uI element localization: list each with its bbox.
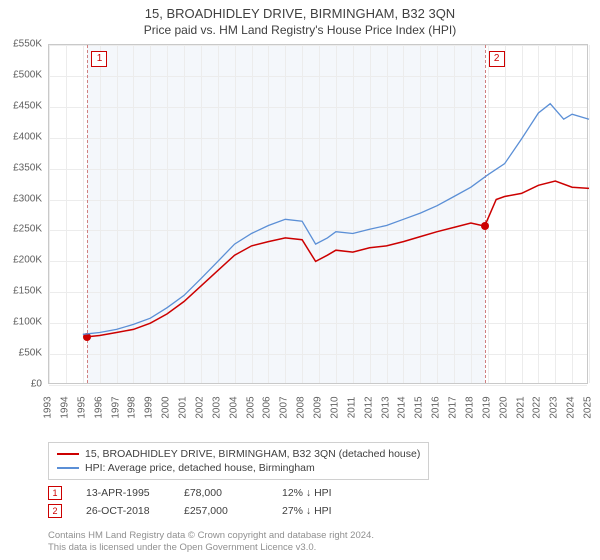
y-axis-label: £250K — [13, 224, 42, 235]
legend-item: 15, BROADHIDLEY DRIVE, BIRMINGHAM, B32 3… — [57, 447, 420, 461]
x-axis-label: 2015 — [414, 396, 425, 418]
legend-label: 15, BROADHIDLEY DRIVE, BIRMINGHAM, B32 3… — [85, 447, 420, 461]
chart-lines — [49, 45, 589, 385]
footer-line: This data is licensed under the Open Gov… — [48, 542, 374, 554]
y-axis-label: £200K — [13, 255, 42, 266]
x-axis-label: 1994 — [59, 396, 70, 418]
chart-title: 15, BROADHIDLEY DRIVE, BIRMINGHAM, B32 3… — [0, 0, 600, 21]
x-axis-label: 1993 — [43, 396, 54, 418]
x-axis-label: 2010 — [329, 396, 340, 418]
y-axis-label: £400K — [13, 131, 42, 142]
x-axis-label: 1995 — [76, 396, 87, 418]
x-axis-label: 2008 — [296, 396, 307, 418]
legend-box: 15, BROADHIDLEY DRIVE, BIRMINGHAM, B32 3… — [48, 442, 429, 480]
x-axis-label: 1999 — [144, 396, 155, 418]
x-axis-label: 2019 — [481, 396, 492, 418]
x-axis-label: 2020 — [498, 396, 509, 418]
x-axis-label: 2004 — [228, 396, 239, 418]
x-axis-label: 2003 — [211, 396, 222, 418]
legend-swatch-icon — [57, 467, 79, 469]
legend-item: HPI: Average price, detached house, Birm… — [57, 461, 420, 475]
y-axis-label: £300K — [13, 193, 42, 204]
footer-attribution: Contains HM Land Registry data © Crown c… — [48, 530, 374, 554]
x-axis-label: 1997 — [110, 396, 121, 418]
gridline-horizontal — [49, 385, 587, 386]
transaction-row: 2 26-OCT-2018 £257,000 27% ↓ HPI — [48, 502, 362, 520]
chart-container: 15, BROADHIDLEY DRIVE, BIRMINGHAM, B32 3… — [0, 0, 600, 560]
y-axis-label: £150K — [13, 286, 42, 297]
y-axis-label: £50K — [19, 348, 42, 359]
x-axis-label: 2001 — [178, 396, 189, 418]
x-axis-label: 2005 — [245, 396, 256, 418]
x-axis-label: 2002 — [194, 396, 205, 418]
y-axis-label: £550K — [13, 39, 42, 50]
y-axis-label: £500K — [13, 69, 42, 80]
x-axis-label: 2000 — [161, 396, 172, 418]
transaction-date: 26-OCT-2018 — [86, 505, 166, 517]
plot-region: 12 — [48, 44, 588, 384]
transaction-marker-icon: 2 — [48, 504, 62, 518]
x-axis-label: 1996 — [93, 396, 104, 418]
x-axis-label: 2017 — [448, 396, 459, 418]
x-axis-label: 2011 — [346, 397, 357, 419]
y-axis-label: £0 — [31, 379, 42, 390]
x-axis-label: 2024 — [566, 396, 577, 418]
y-axis-label: £350K — [13, 162, 42, 173]
transaction-delta: 12% ↓ HPI — [282, 487, 362, 499]
x-axis-label: 2018 — [464, 396, 475, 418]
transaction-row: 1 13-APR-1995 £78,000 12% ↓ HPI — [48, 484, 362, 502]
x-axis-label: 2023 — [549, 396, 560, 418]
transaction-date: 13-APR-1995 — [86, 487, 166, 499]
series-line-hpi — [83, 104, 589, 335]
transaction-price: £78,000 — [184, 487, 264, 499]
legend-label: HPI: Average price, detached house, Birm… — [85, 461, 315, 475]
x-axis-label: 2014 — [397, 396, 408, 418]
footer-line: Contains HM Land Registry data © Crown c… — [48, 530, 374, 542]
chart-area: 12 £0£50K£100K£150K£200K£250K£300K£350K£… — [48, 44, 588, 414]
transactions-table: 1 13-APR-1995 £78,000 12% ↓ HPI 2 26-OCT… — [48, 484, 362, 520]
x-axis-label: 2012 — [363, 396, 374, 418]
x-axis-label: 2006 — [262, 396, 273, 418]
transaction-delta: 27% ↓ HPI — [282, 505, 362, 517]
y-axis-label: £450K — [13, 100, 42, 111]
chart-subtitle: Price paid vs. HM Land Registry's House … — [0, 21, 600, 41]
transaction-marker-icon: 1 — [48, 486, 62, 500]
legend-swatch-icon — [57, 453, 79, 455]
x-axis-label: 2016 — [431, 396, 442, 418]
x-axis-label: 1998 — [127, 396, 138, 418]
x-axis-label: 2022 — [532, 396, 543, 418]
x-axis-label: 2025 — [583, 396, 594, 418]
x-axis-label: 2013 — [380, 396, 391, 418]
y-axis-label: £100K — [13, 317, 42, 328]
series-line-property — [88, 181, 590, 337]
x-axis-label: 2009 — [313, 396, 324, 418]
gridline-vertical — [589, 45, 590, 383]
transaction-price: £257,000 — [184, 505, 264, 517]
x-axis-label: 2021 — [515, 396, 526, 418]
x-axis-label: 2007 — [279, 396, 290, 418]
